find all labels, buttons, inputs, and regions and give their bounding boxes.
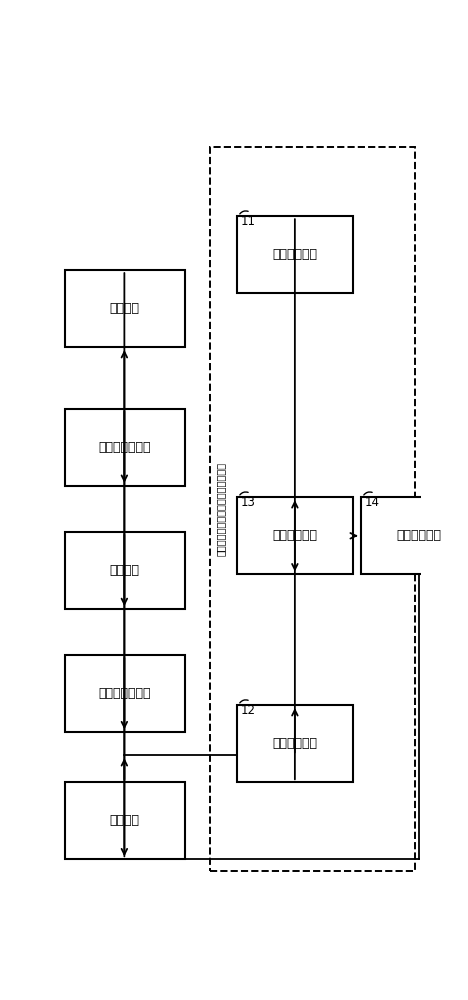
Text: 参数计算单元: 参数计算单元 [272, 529, 317, 542]
Bar [237, 216, 353, 293]
Text: 12: 12 [241, 704, 256, 717]
Bar [237, 497, 353, 574]
Text: 14: 14 [365, 496, 380, 509]
Bar [65, 655, 185, 732]
Text: 13: 13 [241, 496, 256, 509]
Text: 11: 11 [241, 215, 256, 228]
Text: 速度环调节单元: 速度环调节单元 [98, 687, 151, 700]
Bar [65, 409, 185, 486]
Text: 控制对象: 控制对象 [110, 302, 140, 315]
Bar [65, 270, 185, 347]
Text: 比较单元: 比较单元 [110, 564, 140, 577]
Text: 比较单元: 比较单元 [110, 814, 140, 827]
Bar [65, 532, 185, 609]
Bar [237, 705, 353, 782]
Text: 速度检测单元: 速度检测单元 [272, 737, 317, 750]
Bar [361, 497, 468, 574]
Text: 伺服驱动系统的速度环参数整定系统: 伺服驱动系统的速度环参数整定系统 [215, 462, 226, 556]
Text: 序列发生单元: 序列发生单元 [272, 248, 317, 261]
Bar [65, 782, 185, 859]
Text: 电流环调节单元: 电流环调节单元 [98, 441, 151, 454]
Bar [210, 147, 415, 871]
Text: 参数更新单元: 参数更新单元 [396, 529, 441, 542]
